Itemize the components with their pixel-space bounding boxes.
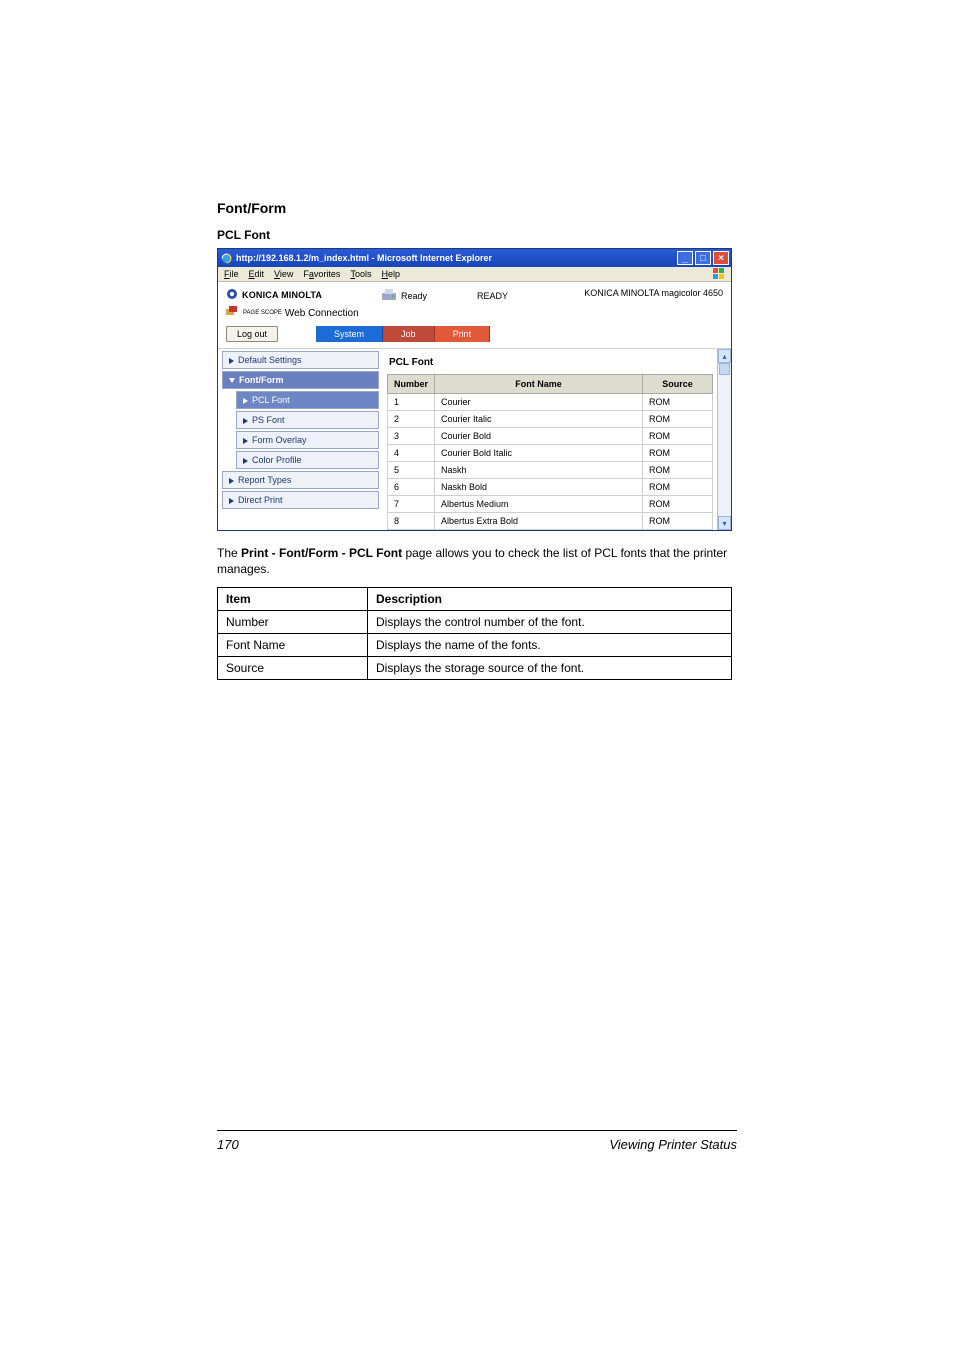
status-block: Ready READY	[381, 288, 508, 304]
windows-flag-icon	[713, 268, 727, 282]
col-number: Number	[388, 375, 435, 394]
desc-row: Font NameDisplays the name of the fonts.	[218, 634, 732, 657]
nav-pcl-font[interactable]: PCL Font	[236, 391, 379, 409]
window-title: http://192.168.1.2/m_index.html - Micros…	[236, 253, 677, 263]
font-table: Number Font Name Source 1CourierROM 2Cou…	[387, 374, 713, 530]
dhead-item: Item	[218, 588, 368, 611]
table-row: 6Naskh BoldROM	[388, 479, 713, 496]
scroll-track[interactable]	[718, 363, 731, 516]
nav-default-settings[interactable]: Default Settings	[222, 351, 379, 369]
menu-help[interactable]: Help	[381, 269, 400, 279]
main-tabs: System Job Print	[316, 326, 490, 342]
dhead-desc: Description	[368, 588, 732, 611]
bold-path: Print - Font/Form - PCL Font	[241, 546, 402, 560]
printer-model: KONICA MINOLTA magicolor 4650	[584, 288, 723, 298]
desc-row: NumberDisplays the control number of the…	[218, 611, 732, 634]
menu-edit[interactable]: Edit	[249, 269, 265, 279]
nav-ps-font[interactable]: PS Font	[236, 411, 379, 429]
scroll-thumb[interactable]	[719, 363, 730, 375]
menu-bar: File Edit View Favorites Tools Help	[218, 267, 731, 282]
web-connection-label: Web Connection	[285, 308, 359, 319]
brand-block: KONICA MINOLTA PAGE SCOPE Web Connection	[226, 288, 381, 320]
nav-fontform[interactable]: Font/Form	[222, 371, 379, 389]
section-heading: Font/Form	[217, 200, 737, 216]
tab-print[interactable]: Print	[435, 326, 491, 342]
table-row: 1CourierROM	[388, 394, 713, 411]
page-footer: 170 Viewing Printer Status	[217, 1130, 737, 1152]
scroll-up-button[interactable]: ▴	[718, 349, 731, 363]
printer-icon	[381, 288, 397, 304]
table-row: 2Courier ItalicROM	[388, 411, 713, 428]
pagescope-label: PAGE SCOPE	[243, 310, 282, 316]
window-buttons: _ □ ×	[677, 251, 729, 265]
body-paragraph: The Print - Font/Form - PCL Font page al…	[217, 545, 737, 577]
content-panel: PCL Font Number Font Name Source 1Courie…	[383, 349, 717, 530]
menu-file[interactable]: File	[224, 269, 239, 279]
ready-status: READY	[477, 291, 508, 301]
ready-label: Ready	[401, 291, 427, 301]
panel-title: PCL Font	[387, 353, 713, 374]
tab-job[interactable]: Job	[383, 326, 435, 342]
menu-favorites[interactable]: Favorites	[303, 269, 340, 279]
vertical-scrollbar[interactable]: ▴ ▾	[717, 349, 731, 530]
col-fontname: Font Name	[435, 375, 643, 394]
table-row: 7Albertus MediumROM	[388, 496, 713, 513]
footer-title: Viewing Printer Status	[609, 1137, 737, 1152]
page-number: 170	[217, 1137, 239, 1152]
subsection-heading: PCL Font	[217, 228, 737, 242]
close-button[interactable]: ×	[713, 251, 729, 265]
col-source: Source	[643, 375, 713, 394]
nav-report-types[interactable]: Report Types	[222, 471, 379, 489]
nav-sidebar: Default Settings Font/Form PCL Font PS F…	[218, 349, 383, 530]
table-row: 5NaskhROM	[388, 462, 713, 479]
nav-direct-print[interactable]: Direct Print	[222, 491, 379, 509]
minimize-button[interactable]: _	[677, 251, 693, 265]
scroll-down-button[interactable]: ▾	[718, 516, 731, 530]
table-row: 3Courier BoldROM	[388, 428, 713, 445]
maximize-button[interactable]: □	[695, 251, 711, 265]
tab-system[interactable]: System	[316, 326, 383, 342]
page-header: KONICA MINOLTA PAGE SCOPE Web Connection	[218, 282, 731, 326]
nav-color-profile[interactable]: Color Profile	[236, 451, 379, 469]
menu-view[interactable]: View	[274, 269, 293, 279]
pagescope-icon	[226, 306, 240, 320]
menu-tools[interactable]: Tools	[350, 269, 371, 279]
document-page: Font/Form PCL Font http://192.168.1.2/m_…	[0, 0, 954, 1212]
brand-logo-icon	[226, 288, 238, 302]
logout-button[interactable]: Log out	[226, 326, 278, 342]
table-row: 4Courier Bold ItalicROM	[388, 445, 713, 462]
controls-row: Log out System Job Print	[218, 326, 731, 348]
description-table: Item Description NumberDisplays the cont…	[217, 587, 732, 680]
desc-row: SourceDisplays the storage source of the…	[218, 657, 732, 680]
browser-window: http://192.168.1.2/m_index.html - Micros…	[217, 248, 732, 531]
window-titlebar: http://192.168.1.2/m_index.html - Micros…	[218, 249, 731, 267]
browser-content: KONICA MINOLTA PAGE SCOPE Web Connection	[218, 282, 731, 530]
main-columns: Default Settings Font/Form PCL Font PS F…	[218, 348, 731, 530]
nav-form-overlay[interactable]: Form Overlay	[236, 431, 379, 449]
ie-icon	[220, 252, 232, 264]
table-row: 8Albertus Extra BoldROM	[388, 513, 713, 530]
brand-name: KONICA MINOLTA	[242, 290, 322, 300]
